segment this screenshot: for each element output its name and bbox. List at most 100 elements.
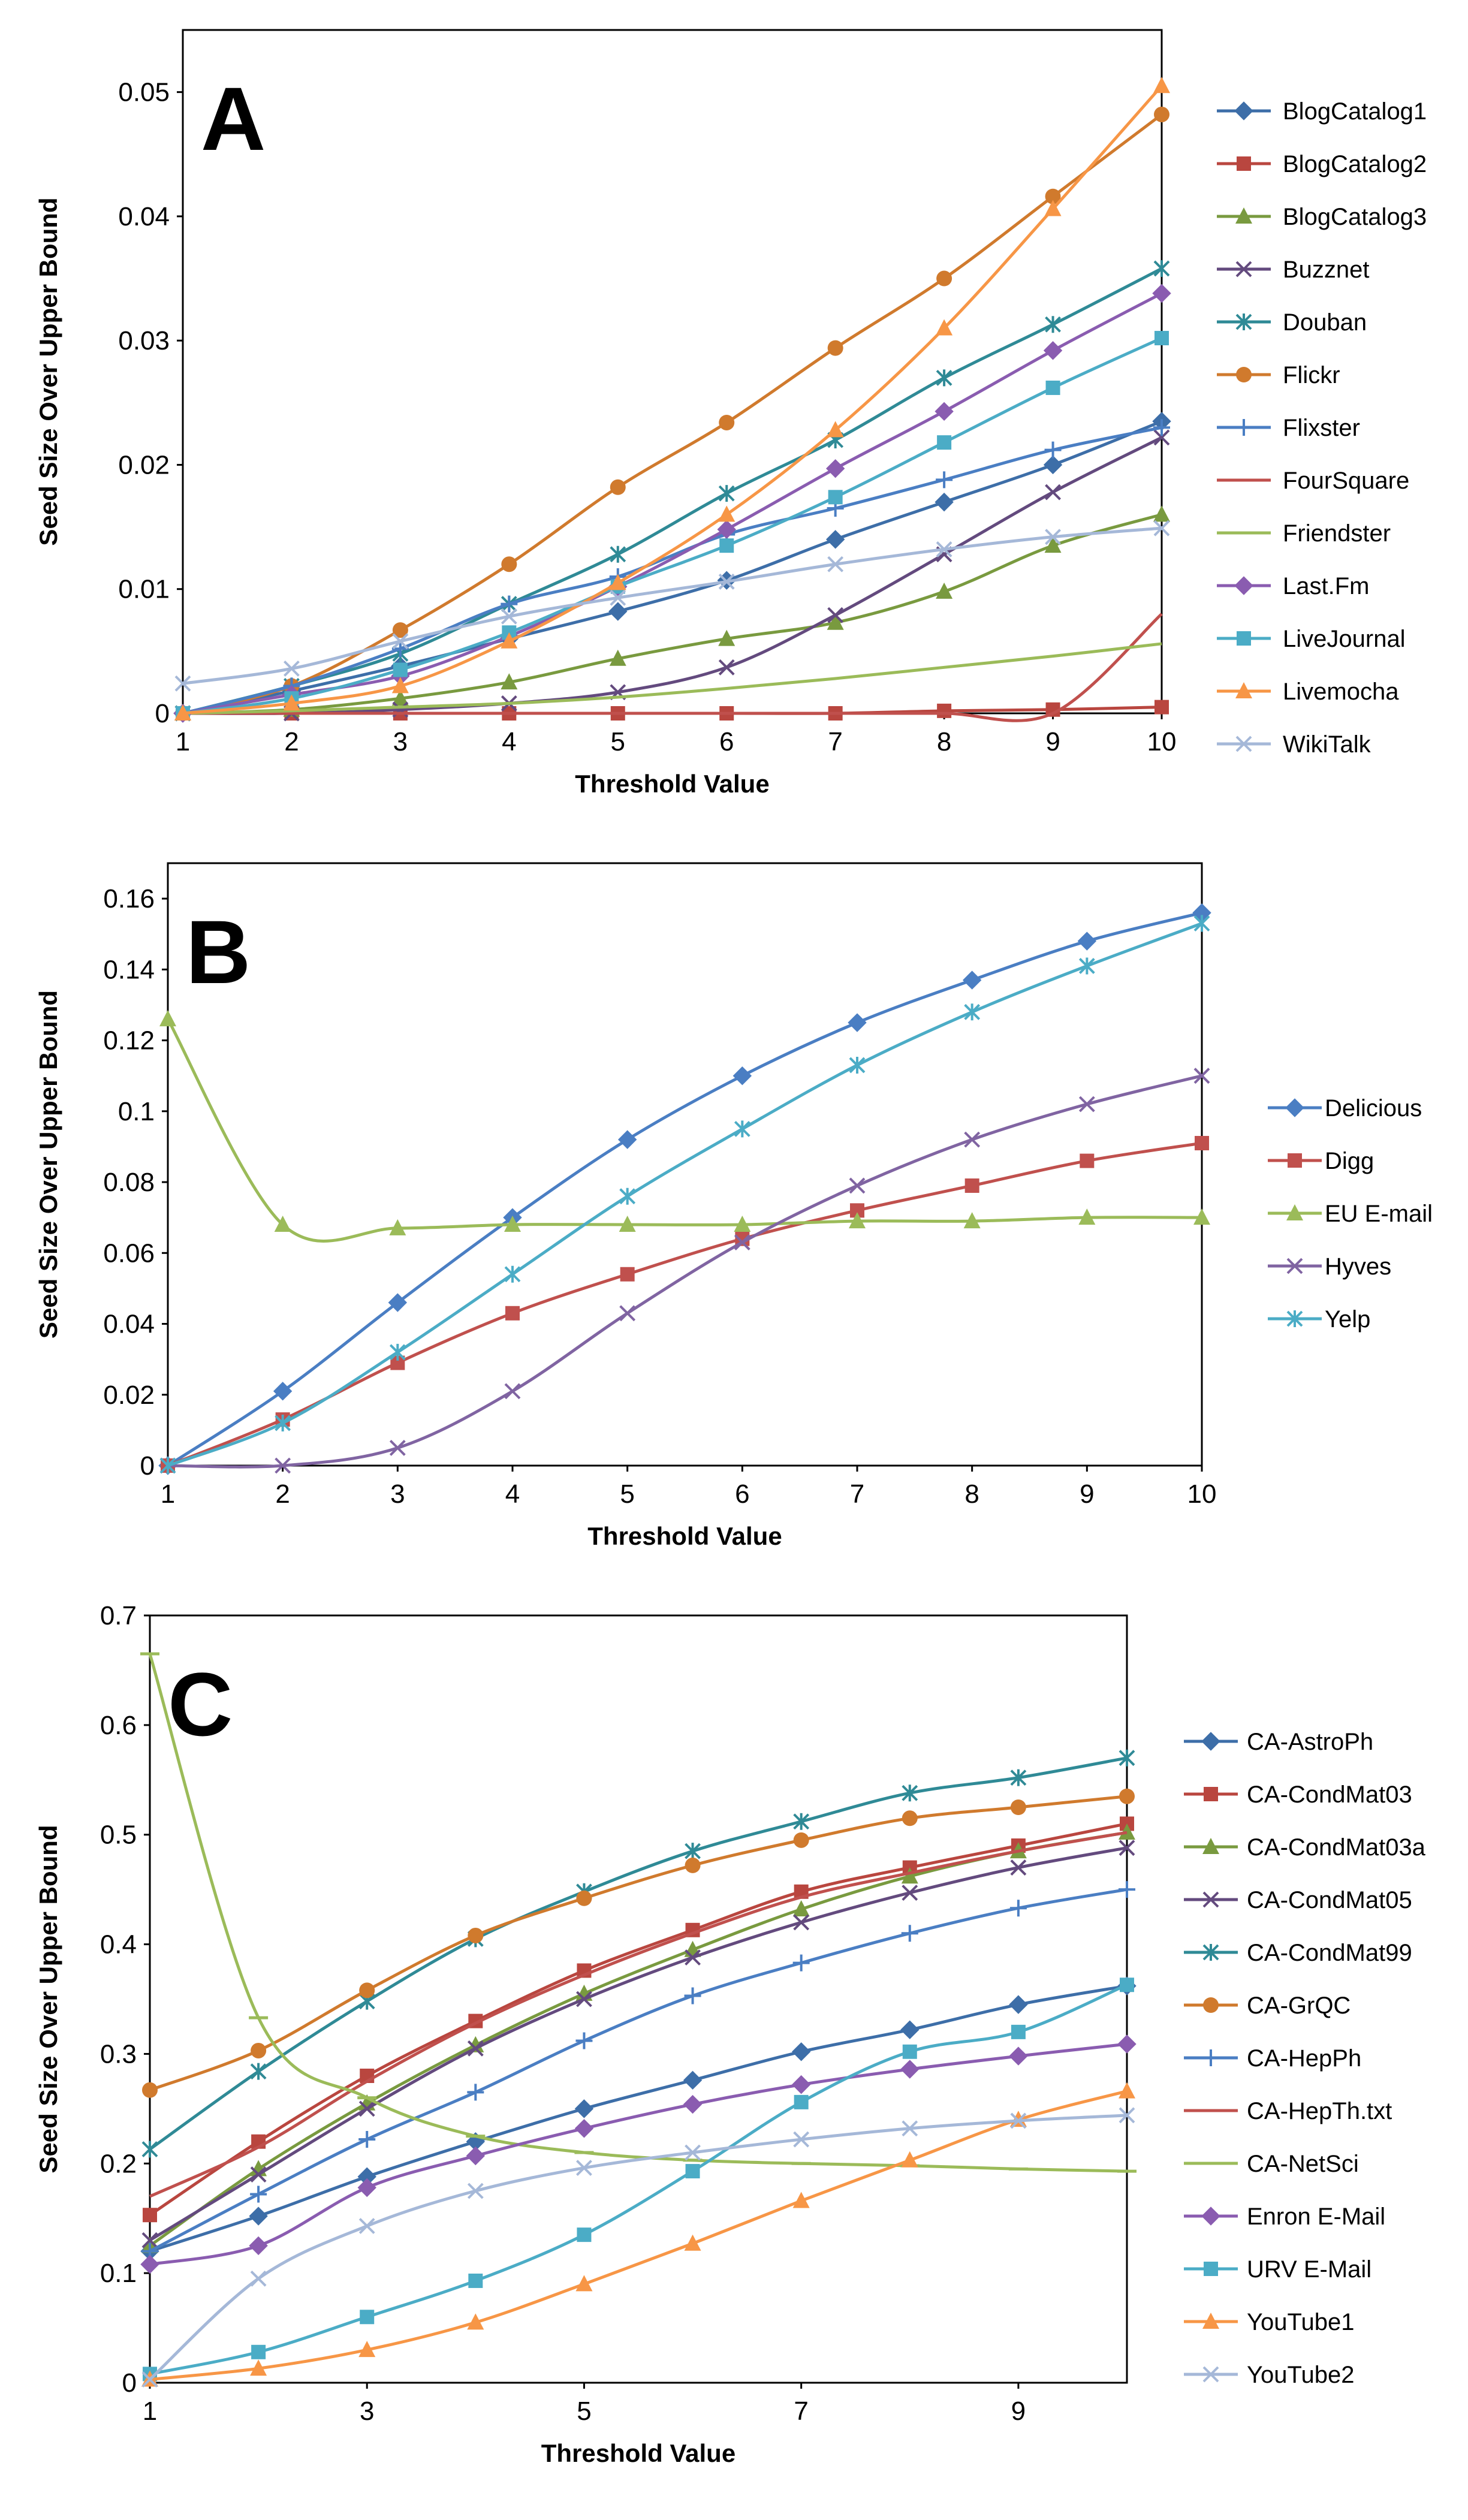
data-point	[827, 340, 843, 356]
data-point	[391, 689, 409, 706]
x-tick-label: 1	[161, 1479, 175, 1509]
legend-label: EU E-mail	[1325, 1201, 1433, 1227]
legend-item: CA-CondMat99	[1184, 1940, 1412, 1966]
data-point	[576, 1991, 592, 2007]
x-tick-label: 3	[360, 2397, 374, 2426]
panel-letter: B	[186, 902, 251, 1002]
x-tick-label: 6	[719, 727, 734, 756]
data-point	[140, 2254, 159, 2274]
data-point	[936, 582, 953, 599]
legend-item: CA-GrQC	[1184, 1993, 1351, 2019]
legend-label: Livemocha	[1283, 679, 1399, 705]
data-point	[577, 2227, 592, 2242]
y-tick-label: 0.08	[103, 1168, 155, 1197]
data-point	[143, 2208, 157, 2223]
data-point	[275, 1415, 291, 1432]
data-point	[792, 1900, 810, 1917]
legend-label: Friendster	[1283, 520, 1391, 547]
legend-item: Delicious	[1268, 1095, 1422, 1122]
legend-item: Buzznet	[1217, 257, 1370, 283]
data-point	[1153, 260, 1170, 277]
data-point	[683, 2094, 703, 2114]
data-point	[467, 2313, 484, 2330]
x-tick-label: 4	[505, 1479, 520, 1509]
series-line	[149, 1984, 1128, 2253]
x-tick-label: 10	[1187, 1479, 1217, 1509]
series-foursquare	[183, 613, 1163, 722]
series-line	[182, 513, 1162, 715]
data-point	[389, 1343, 406, 1361]
data-point	[718, 485, 735, 502]
data-point	[791, 2075, 811, 2094]
data-point	[141, 2141, 158, 2158]
legend-marker	[1286, 1204, 1303, 1220]
data-point	[1193, 1208, 1210, 1225]
data-point	[937, 703, 952, 718]
data-point	[1153, 429, 1170, 446]
data-point	[1077, 932, 1097, 951]
legend-label: CA-AstroPh	[1247, 1729, 1373, 1755]
data-point	[684, 2234, 701, 2251]
data-point	[250, 2270, 267, 2287]
data-point	[501, 595, 518, 613]
data-point	[902, 1885, 918, 1901]
legend-label: Yelp	[1325, 1306, 1370, 1333]
data-point	[733, 1066, 752, 1086]
series-enron-e-mail	[140, 2034, 1137, 2274]
data-point	[1045, 316, 1061, 333]
data-point	[935, 402, 954, 421]
data-point	[794, 2094, 809, 2109]
legend-marker	[1204, 2262, 1218, 2276]
data-point	[685, 2164, 700, 2179]
data-point	[685, 1843, 701, 1860]
panel-letter: C	[168, 1654, 233, 1755]
data-point	[936, 541, 952, 557]
y-tick-label: 0.04	[103, 1310, 155, 1339]
data-point	[849, 1056, 866, 1074]
data-point	[468, 1927, 484, 1943]
data-point	[685, 2144, 701, 2161]
y-tick-label: 0	[155, 699, 170, 728]
legend-item: CA-CondMat03a	[1184, 1834, 1426, 1861]
data-point	[1010, 1769, 1027, 1786]
data-point	[1153, 419, 1170, 436]
data-point	[1045, 484, 1061, 501]
data-point	[274, 1216, 291, 1232]
y-tick-label: 0.6	[100, 1711, 137, 1740]
x-tick-label: 1	[143, 2397, 157, 2426]
y-tick-label: 0.02	[103, 1380, 155, 1410]
series-line	[149, 2090, 1128, 2381]
data-point	[792, 2192, 810, 2208]
data-point	[358, 2131, 376, 2148]
legend-marker	[1237, 156, 1251, 171]
panel-letter: A	[201, 68, 266, 169]
series-line	[182, 436, 1163, 715]
legend-item: CA-CondMat03	[1184, 1782, 1412, 1808]
data-point	[251, 2344, 266, 2359]
legend-label: WikiTalk	[1283, 731, 1371, 758]
data-point	[1078, 1208, 1096, 1225]
legend-item: Flickr	[1217, 362, 1340, 388]
y-tick-label: 0.4	[100, 1930, 137, 1960]
series-ca-grqc	[142, 1788, 1135, 2098]
y-tick-label: 0	[122, 2368, 137, 2398]
legend-label: YouTube2	[1247, 2362, 1354, 2388]
data-point	[936, 471, 953, 489]
series-line	[149, 1795, 1128, 2092]
legend-marker	[1203, 1997, 1219, 2013]
y-axis-label: Seed Size Over Upper Bound	[34, 197, 62, 545]
data-point	[1119, 2107, 1135, 2124]
y-tick-label: 0	[140, 1451, 155, 1481]
legend-marker	[1234, 576, 1253, 595]
data-point	[1119, 1788, 1135, 1804]
series-friendster	[182, 642, 1162, 715]
data-point	[1043, 455, 1063, 475]
series-line	[182, 426, 1162, 715]
data-point	[251, 2042, 267, 2058]
legend-item: FourSquare	[1217, 468, 1409, 494]
data-point	[619, 1216, 636, 1232]
series-ca-hepth-txt	[149, 1831, 1128, 2198]
legend-marker	[1234, 101, 1253, 120]
legend-label: Last.Fm	[1283, 573, 1369, 599]
data-point	[389, 1219, 406, 1235]
